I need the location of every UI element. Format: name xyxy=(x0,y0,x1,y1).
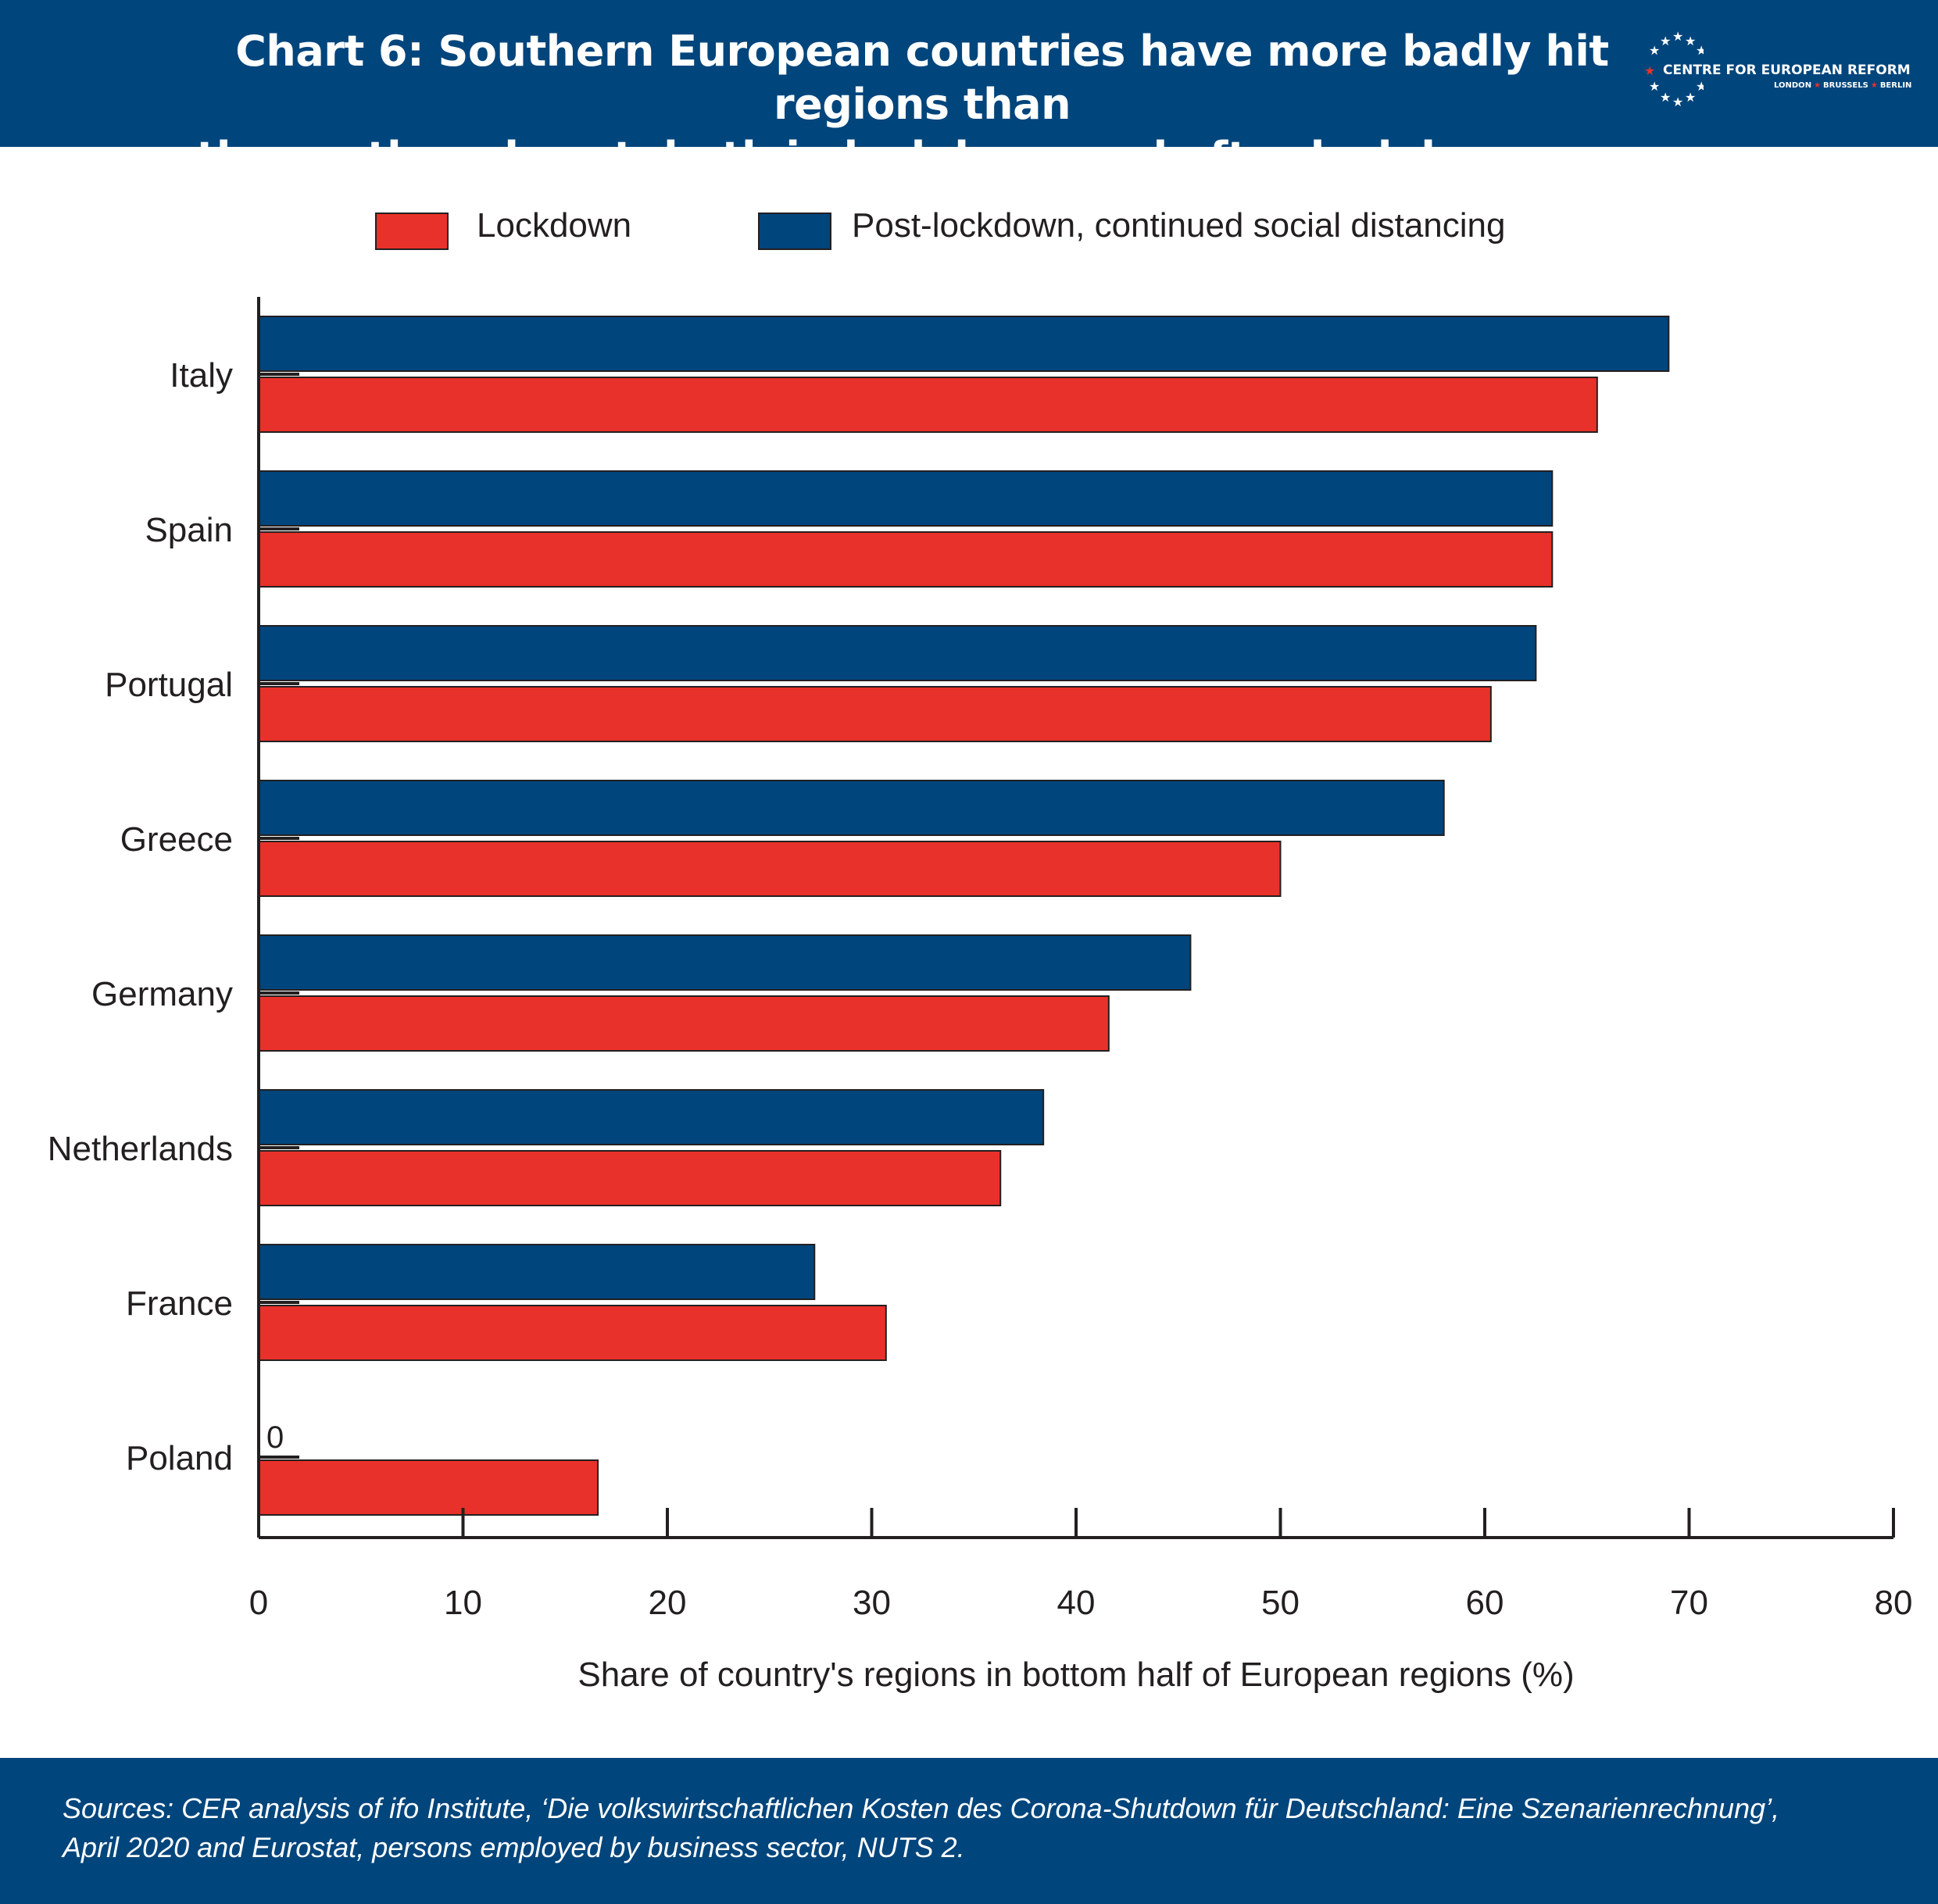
legend-label-lockdown: Lockdown xyxy=(477,206,632,245)
logo-city: BERLIN xyxy=(1879,81,1912,90)
star-ring-icon: ★ ★ ★ ★★ ★★ ★ ★ ★ ★ xyxy=(1644,30,1704,109)
bar-post-lockdown xyxy=(258,780,1445,836)
legend-label-post-lockdown: Post-lockdown, continued social distanci… xyxy=(852,206,1506,245)
bar-lockdown xyxy=(258,531,1554,588)
x-tick-label: 50 xyxy=(1261,1584,1300,1622)
x-tick-label: 0 xyxy=(249,1584,268,1622)
bar-post-lockdown xyxy=(258,1244,816,1300)
logo-city: BRUSSELS xyxy=(1823,81,1868,90)
category-label: Italy xyxy=(170,356,233,395)
bar-lockdown xyxy=(258,1305,887,1361)
svg-text:★: ★ xyxy=(1685,34,1696,48)
x-tick-label: 70 xyxy=(1670,1584,1708,1622)
x-tick-label: 20 xyxy=(649,1584,687,1622)
x-tick-label: 40 xyxy=(1057,1584,1096,1622)
bar-post-lockdown xyxy=(258,470,1554,527)
bar-post-lockdown xyxy=(258,625,1537,681)
bar-lockdown xyxy=(258,1459,599,1516)
svg-text:★: ★ xyxy=(1696,79,1704,94)
bar-post-lockdown xyxy=(258,316,1670,372)
bar-chart: Italy Spain Portugal Greece Germany Netherlan… xyxy=(48,297,1913,1694)
svg-text:★: ★ xyxy=(1649,79,1660,94)
category-label: Netherlands xyxy=(48,1130,233,1168)
bar-lockdown xyxy=(258,841,1282,897)
x-tick-label: 60 xyxy=(1466,1584,1504,1622)
bar-lockdown xyxy=(258,1150,1002,1206)
category-label: Poland xyxy=(126,1439,233,1477)
svg-text:★: ★ xyxy=(1696,43,1704,58)
category-label: Greece xyxy=(120,820,233,859)
svg-text:★: ★ xyxy=(1644,63,1655,78)
bar-post-lockdown xyxy=(258,1089,1045,1145)
svg-text:★: ★ xyxy=(1660,34,1671,48)
bar-post-lockdown xyxy=(258,934,1192,991)
source-note: Sources: CER analysis of ifo Institute, … xyxy=(63,1792,1780,1863)
svg-text:★: ★ xyxy=(1660,90,1671,105)
chart-title: Chart 6: Southern European countries hav… xyxy=(196,27,1648,235)
category-label: Spain xyxy=(145,511,233,549)
cer-logo: ★ ★ ★ ★ ★ ★ ★ ★ ★ ★ ★ CENTRE FOR EUROPEAN REFO… xyxy=(1641,30,1930,116)
x-tick-label: 80 xyxy=(1875,1584,1913,1622)
svg-text:★: ★ xyxy=(1672,30,1683,44)
category-label: Portugal xyxy=(105,666,233,704)
header-banner: Chart 6: Southern European countries hav… xyxy=(0,0,1938,235)
legend: Lockdown Post-lockdown, continued social… xyxy=(0,195,1938,258)
x-axis-label: Share of country's regions in bottom hal… xyxy=(577,1656,1574,1694)
legend-swatch-post-lockdown xyxy=(758,213,831,250)
category-label: France xyxy=(126,1284,233,1323)
footer-banner: Sources: CER analysis of ifo Institute, … xyxy=(0,1758,1938,1904)
bar-lockdown xyxy=(258,686,1492,742)
legend-swatch-lockdown xyxy=(375,213,449,250)
logo-cities: LONDON ★ BRUSSELS ★ BERLIN xyxy=(1774,81,1912,90)
logo-city: LONDON xyxy=(1774,81,1812,90)
bar-lockdown xyxy=(258,377,1598,433)
bar-lockdown xyxy=(258,995,1110,1052)
data-label: 0 xyxy=(266,1420,284,1455)
svg-text:★: ★ xyxy=(1685,90,1696,105)
svg-text:★: ★ xyxy=(1649,43,1660,58)
logo-name: CENTRE FOR EUROPEAN REFORM xyxy=(1663,63,1911,78)
x-tick-label: 10 xyxy=(444,1584,482,1622)
x-tick-label: 30 xyxy=(853,1584,891,1622)
svg-text:★: ★ xyxy=(1672,95,1683,109)
category-label: Germany xyxy=(91,975,233,1013)
